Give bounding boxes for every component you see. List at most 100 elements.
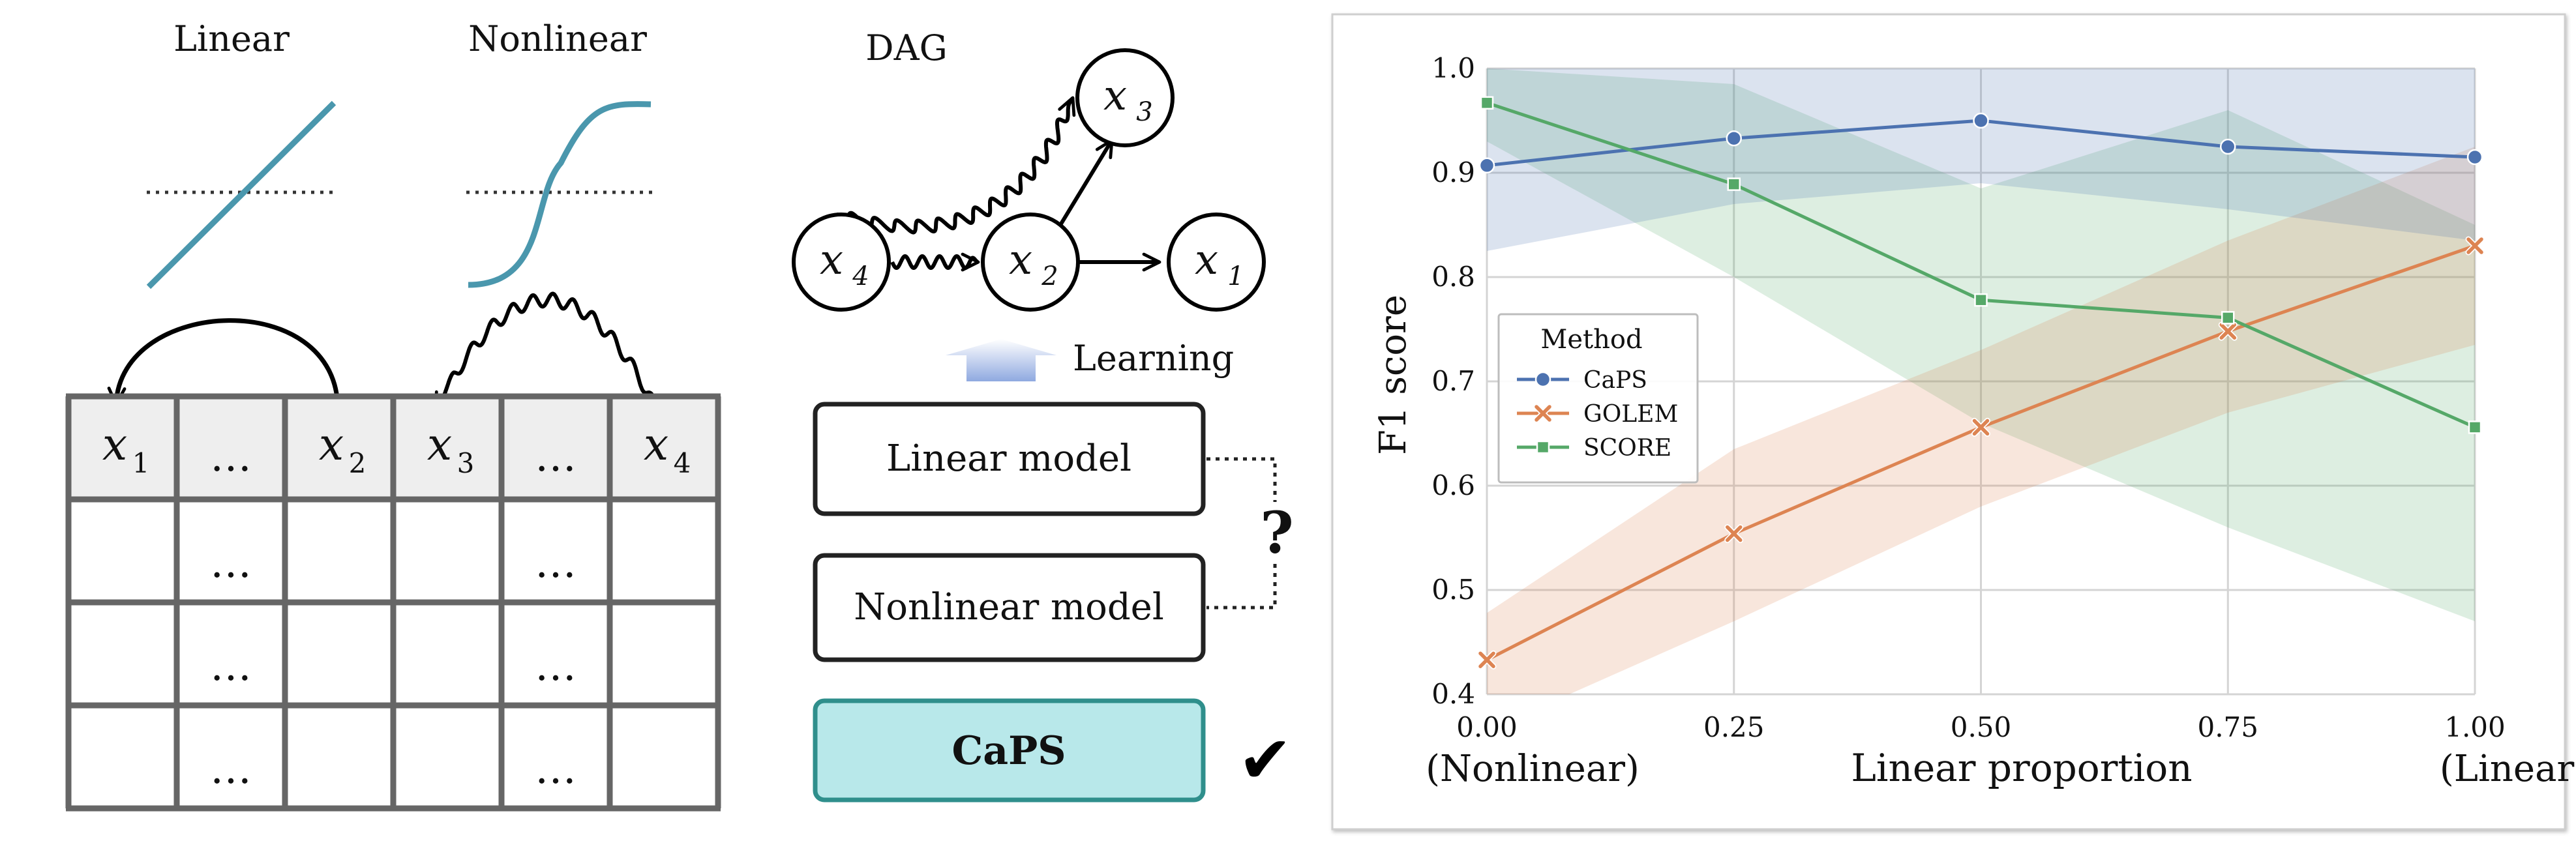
- table-cell-ellipsis: …: [210, 539, 252, 587]
- chart-x-axis-left-label: (Nonlinear): [1426, 748, 1640, 790]
- point-golem: [1971, 417, 1990, 437]
- legend-title: Method: [1540, 325, 1642, 355]
- point-score: [2468, 420, 2482, 434]
- point-caps: [1478, 157, 1495, 174]
- chart-x-axis-right-label: (Linear): [2440, 748, 2576, 790]
- legend-marker-caps: [1535, 371, 1551, 388]
- legend-marker-golem: [1533, 404, 1553, 423]
- y-tick-label: 0.5: [1431, 574, 1475, 606]
- x-tick-label: 1.00: [2444, 711, 2506, 743]
- check-mark-icon: ✔: [1238, 722, 1293, 798]
- table-header-ellipsis: …: [210, 433, 252, 481]
- svg-text:x: x: [820, 236, 843, 284]
- point-score: [1727, 177, 1741, 191]
- dag-node-x2: x 2: [981, 213, 1080, 312]
- svg-text:1: 1: [1227, 261, 1244, 291]
- y-tick-label: 0.6: [1431, 469, 1475, 501]
- dag-node-x3: x 3: [1075, 48, 1175, 147]
- chart-x-ticks: 0.00 0.25 0.50 0.75 1.00: [1456, 711, 2506, 743]
- dag-edge-x4-x2: [890, 252, 980, 272]
- band-caps: [1487, 68, 2475, 251]
- point-golem: [2218, 321, 2238, 341]
- point-caps: [1726, 130, 1742, 147]
- point-golem: [1724, 524, 1744, 544]
- x-tick-label: 0.25: [1703, 711, 1765, 743]
- point-golem: [1477, 650, 1497, 670]
- data-table: x 1… x 2 x 3… x 4………………: [65, 393, 721, 812]
- legend-marker-score: [1536, 440, 1550, 454]
- arc-arrow-x2-to-x1: [107, 318, 340, 410]
- table-header-var: x: [319, 419, 344, 471]
- table-cell-ellipsis: …: [210, 642, 252, 690]
- x-tick-label: 0.50: [1951, 711, 2012, 743]
- x-tick-label: 0.75: [2197, 711, 2258, 743]
- x-tick-label: 0.00: [1456, 711, 1518, 743]
- question-mark: ?: [1260, 499, 1294, 567]
- nonlinear-label: Nonlinear: [468, 18, 647, 59]
- linear-label: Linear: [173, 18, 290, 59]
- learning-label: Learning: [1073, 338, 1234, 379]
- caps-box: [813, 698, 1206, 802]
- table-header-ellipsis: …: [535, 433, 577, 481]
- chart-legend: Method CaPS GOLEM SCORE: [1497, 313, 1699, 484]
- legend-label-score: SCORE: [1583, 435, 1671, 462]
- table-header-var: x: [102, 419, 127, 471]
- dag-edge-x2-x3: [1049, 138, 1114, 241]
- table-cell-ellipsis: …: [210, 745, 252, 793]
- table-header-var: x: [644, 419, 668, 471]
- caps-label: CaPS: [951, 728, 1066, 774]
- point-caps: [2466, 149, 2483, 166]
- chart-y-axis-label: F1 score: [1372, 295, 1415, 455]
- chart-x-axis-label: Linear proportion: [1851, 746, 2192, 790]
- y-tick-label: 1.0: [1431, 52, 1475, 84]
- chart-y-ticks: 0.4 0.5 0.6 0.7 0.8 0.9 1.0: [1431, 52, 1475, 710]
- svg-text:x: x: [1103, 72, 1127, 120]
- band-golem: [1487, 147, 2475, 694]
- point-score: [1480, 96, 1494, 110]
- point-caps: [1973, 112, 1989, 129]
- linear-model-box: [813, 402, 1206, 516]
- linear-model-label: Linear model: [886, 437, 1131, 480]
- dag-node-x1: x 1: [1167, 213, 1266, 312]
- chart-panel: 0.4 0.5 0.6 0.7 0.8 0.9 1.0 0.00 0.25 0.50 0.75 1.…: [1331, 13, 2576, 831]
- dag-node-x4: x 4: [792, 213, 891, 312]
- wavy-arrow-x4-to-x3: [434, 291, 659, 413]
- point-score: [1974, 293, 1988, 307]
- dag-label: DAG: [865, 27, 947, 68]
- svg-text:2: 2: [1041, 261, 1058, 291]
- svg-text:3: 3: [1136, 97, 1152, 127]
- legend-box: [1497, 313, 1699, 484]
- nonlinear-model-box: [813, 553, 1206, 662]
- svg-text:x: x: [1009, 236, 1032, 284]
- point-golem: [2465, 236, 2485, 256]
- middle-panel: DAG x 3 x 4 x 2 x 1 Learning: [792, 27, 1294, 802]
- y-tick-label: 0.7: [1431, 365, 1475, 397]
- legend-label-caps: CaPS: [1583, 367, 1647, 394]
- nonlinear-model-label: Nonlinear model: [854, 586, 1163, 628]
- nonlinear-curve: [468, 101, 651, 288]
- linear-curve: [146, 100, 337, 289]
- band-score: [1487, 68, 2475, 621]
- table-header-sub: 3: [457, 447, 475, 479]
- point-caps: [2220, 138, 2236, 155]
- dag-edge-x4-x3: [834, 96, 1076, 235]
- table-cell-ellipsis: …: [535, 642, 577, 690]
- left-panel: Linear Nonlinear x 1… x 2 x 3… x 4………………: [65, 18, 721, 812]
- chart-series-markers: [1477, 96, 2485, 670]
- svg-text:4: 4: [852, 261, 869, 291]
- table-cell-ellipsis: …: [535, 745, 577, 793]
- table-header-sub: 1: [132, 447, 150, 479]
- table-cell-ellipsis: …: [535, 539, 577, 587]
- point-score: [2221, 311, 2235, 325]
- table-header-var: x: [427, 419, 452, 471]
- svg-text:x: x: [1195, 236, 1218, 284]
- y-tick-label: 0.4: [1431, 678, 1475, 710]
- y-tick-label: 0.9: [1431, 156, 1475, 188]
- chart-confidence-bands: [1487, 68, 2475, 694]
- y-tick-label: 0.8: [1431, 261, 1475, 293]
- table-header-sub: 2: [349, 447, 367, 479]
- learning-up-arrow: [946, 339, 1056, 381]
- legend-label-golem: GOLEM: [1583, 401, 1678, 428]
- table-header-sub: 4: [674, 447, 691, 479]
